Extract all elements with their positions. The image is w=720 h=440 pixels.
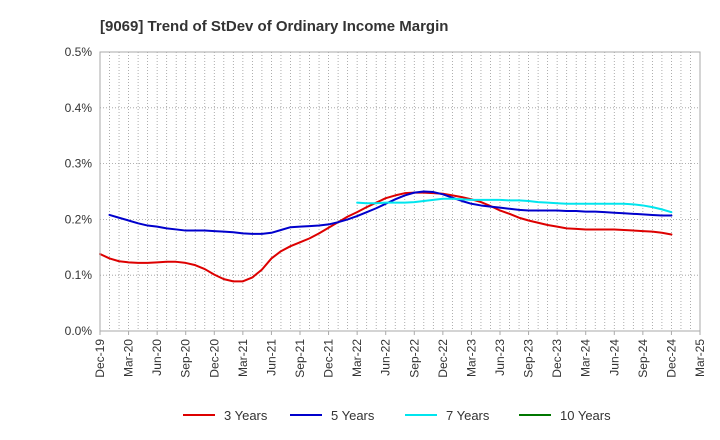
x-tick-label: Dec-19 [93,339,107,378]
x-tick-label: Mar-22 [350,339,364,377]
x-tick-label: Dec-20 [207,339,221,378]
y-tick-label: 0.4% [65,101,93,115]
x-tick-label: Sep-20 [179,339,193,378]
series-lines [99,190,673,283]
chart-title: [9069] Trend of StDev of Ordinary Income… [100,18,448,35]
x-tick-label: Mar-21 [236,339,250,377]
x-tick-label: Dec-24 [664,339,678,378]
x-tick-label: Mar-24 [579,339,593,377]
x-tick-label: Jun-22 [379,339,393,376]
x-tick-label: Sep-22 [407,339,421,378]
x-tick-label: Dec-22 [436,339,450,378]
x-tick-label: Dec-21 [322,339,336,378]
legend: 3 Years 5 Years 7 Years 10 Years [183,408,611,423]
y-tick-label: 0.5% [65,45,93,59]
x-tick-label: Jun-20 [150,339,164,376]
y-tick-label: 0.0% [65,324,93,338]
x-tick-label: Jun-21 [264,339,278,376]
x-tick-label: Jun-24 [607,339,621,376]
legend-label: 10 Years [560,408,611,423]
series-line-1 [99,191,673,283]
x-tick-label: Mar-20 [122,339,136,377]
x-tick-label: Mar-25 [693,339,707,377]
series-line-2 [108,190,673,235]
x-axis: Dec-19 Mar-20 Jun-20 Sep-20 Dec-20 Mar-21 Jun-… [93,331,707,378]
y-tick-label: 0.1% [65,268,93,282]
series-line-3 [356,197,673,214]
grid [100,52,700,331]
x-tick-label: Dec-23 [550,339,564,378]
plot-frame [99,51,701,332]
x-tick-label: Sep-21 [293,339,307,378]
y-axis: 0.0% 0.1% 0.2% 0.3% 0.4% 0.5% [65,45,93,338]
x-tick-label: Sep-23 [522,339,536,378]
legend-label: 3 Years [224,408,268,423]
x-tick-label: Jun-23 [493,339,507,376]
legend-label: 5 Years [331,408,375,423]
y-tick-label: 0.2% [65,212,93,226]
legend-label: 7 Years [446,408,490,423]
x-tick-label: Mar-23 [464,339,478,377]
y-tick-label: 0.3% [65,157,93,171]
x-tick-label: Sep-24 [636,339,650,378]
